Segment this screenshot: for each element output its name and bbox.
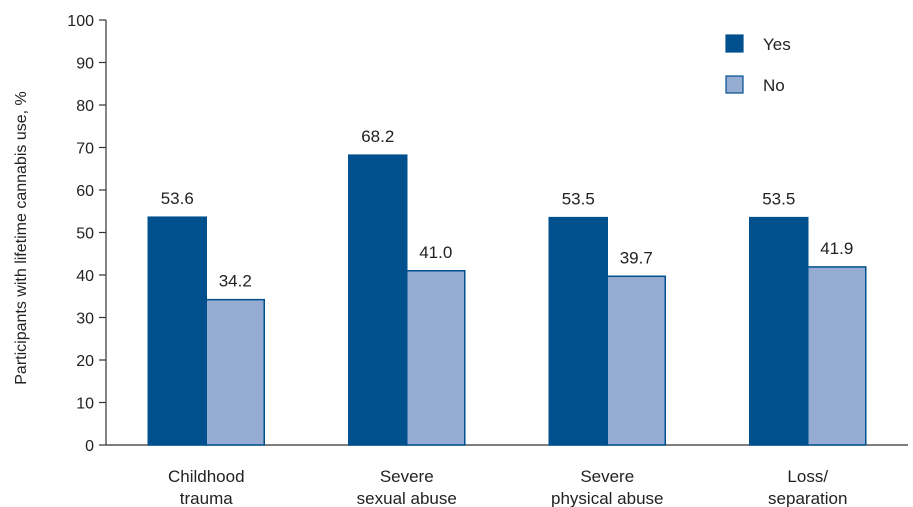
y-tick-label: 0 bbox=[85, 438, 94, 455]
y-axis: 0 10 20 30 40 50 60 70 80 90 100 bbox=[67, 13, 107, 455]
data-label: 53.5 bbox=[762, 190, 795, 209]
category-label: Severe bbox=[380, 467, 434, 486]
data-label: 53.6 bbox=[161, 189, 194, 208]
bar-no-2 bbox=[606, 275, 666, 446]
category-label: separation bbox=[768, 489, 847, 507]
bar-yes-0 bbox=[147, 216, 207, 446]
y-tick-label: 20 bbox=[76, 353, 94, 370]
legend-swatch-yes bbox=[725, 34, 744, 53]
data-label: 39.7 bbox=[620, 248, 653, 267]
bar-no-3 bbox=[807, 266, 867, 446]
category-label: Childhood bbox=[168, 467, 245, 486]
y-tick-label: 40 bbox=[76, 268, 94, 285]
y-tick-label: 100 bbox=[67, 13, 94, 30]
y-tick-label: 30 bbox=[76, 311, 94, 328]
data-label: 34.2 bbox=[219, 272, 252, 291]
bar-yes-1 bbox=[348, 154, 408, 446]
y-tick-label: 60 bbox=[76, 183, 94, 200]
category-label: Loss/ bbox=[787, 467, 828, 486]
y-tick-label: 50 bbox=[76, 226, 94, 243]
y-tick-label: 80 bbox=[76, 98, 94, 115]
y-tick-label: 70 bbox=[76, 141, 94, 158]
y-axis-title: Participants with lifetime cannabis use,… bbox=[13, 91, 30, 384]
category-label: sexual abuse bbox=[357, 489, 457, 507]
legend: Yes No bbox=[725, 34, 791, 95]
bar-yes-2 bbox=[548, 216, 608, 446]
data-labels: 53.6 34.2 68.2 41.0 53.5 39.7 53.5 41.9 bbox=[161, 127, 854, 291]
legend-label-yes: Yes bbox=[763, 35, 791, 54]
category-label: trauma bbox=[180, 489, 233, 507]
bars bbox=[147, 154, 867, 446]
bar-no-1 bbox=[406, 270, 466, 446]
category-label: physical abuse bbox=[551, 489, 663, 507]
category-labels: Childhood trauma Severe sexual abuse Severe p… bbox=[168, 467, 847, 507]
bar-no-0 bbox=[205, 298, 265, 446]
category-label: Severe bbox=[580, 467, 634, 486]
data-label: 53.5 bbox=[562, 190, 595, 209]
data-label: 68.2 bbox=[361, 127, 394, 146]
y-tick-label: 10 bbox=[76, 396, 94, 413]
legend-label-no: No bbox=[763, 76, 785, 95]
data-label: 41.9 bbox=[820, 239, 853, 258]
legend-swatch-no bbox=[725, 75, 744, 94]
bar-yes-3 bbox=[749, 216, 809, 446]
data-label: 41.0 bbox=[419, 243, 452, 262]
y-tick-label: 90 bbox=[76, 56, 94, 73]
